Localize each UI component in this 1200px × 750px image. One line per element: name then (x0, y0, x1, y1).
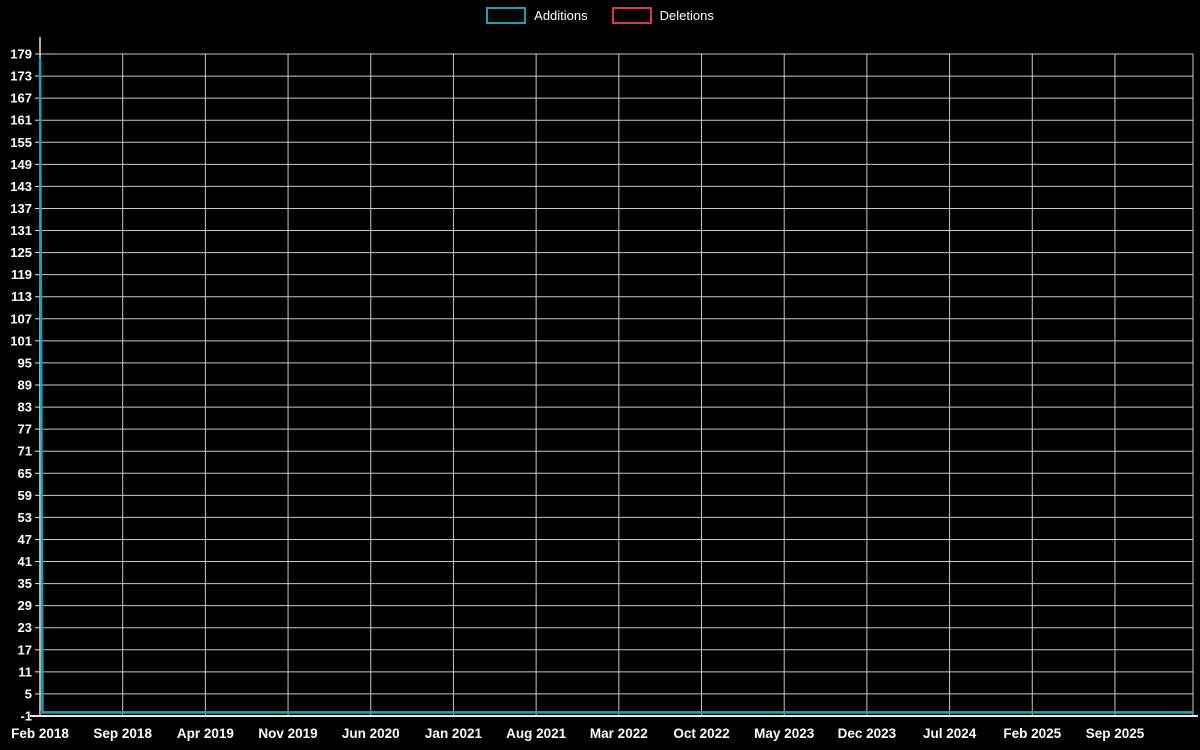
y-tick-label: 161 (10, 113, 32, 128)
y-tick-label: 23 (18, 620, 32, 635)
y-tick-label: 65 (18, 466, 32, 481)
legend-item-deletions[interactable]: Deletions (611, 7, 714, 24)
y-tick-label: 35 (18, 576, 32, 591)
y-tick-label: 11 (18, 664, 32, 679)
y-tick-label: 41 (18, 554, 32, 569)
x-tick-label: Feb 2025 (1003, 726, 1061, 741)
legend-label-additions: Additions (534, 8, 588, 23)
y-tick-label: 83 (18, 400, 32, 415)
y-tick-label: 77 (18, 422, 32, 437)
x-tick-label: Sep 2025 (1086, 726, 1145, 741)
x-tick-label: Jul 2024 (923, 726, 977, 741)
x-tick-label: May 2023 (754, 726, 815, 741)
y-tick-label: 95 (18, 355, 32, 370)
y-tick-label: 107 (10, 311, 32, 326)
x-tick-label: Sep 2018 (93, 726, 152, 741)
legend-label-deletions: Deletions (659, 8, 714, 23)
y-tick-label: 179 (10, 47, 32, 62)
chart-legend: Additions Deletions (0, 7, 1200, 24)
y-tick-label: 167 (10, 91, 32, 106)
y-tick-label: 59 (18, 488, 32, 503)
y-tick-label: 125 (10, 245, 32, 260)
y-tick-label: 149 (10, 157, 32, 172)
x-tick-label: Mar 2022 (590, 726, 648, 741)
y-tick-label: 17 (18, 642, 32, 657)
y-tick-label: 5 (25, 686, 32, 701)
x-tick-label: Oct 2022 (673, 726, 729, 741)
x-tick-label: Jan 2021 (425, 726, 483, 741)
y-tick-label: -1 (20, 709, 32, 724)
x-tick-label: Apr 2019 (177, 726, 234, 741)
x-tick-label: Jun 2020 (342, 726, 400, 741)
x-tick-label: Dec 2023 (838, 726, 897, 741)
x-tick-label: Feb 2018 (11, 726, 69, 741)
additions-swatch-icon (486, 7, 527, 24)
y-tick-label: 101 (10, 333, 32, 348)
y-tick-label: 89 (18, 378, 32, 393)
y-tick-label: 47 (18, 532, 32, 547)
y-tick-label: 173 (10, 69, 32, 84)
y-tick-label: 137 (10, 201, 32, 216)
y-tick-label: 29 (18, 598, 32, 613)
x-tick-label: Aug 2021 (506, 726, 567, 741)
x-tick-label: Nov 2019 (258, 726, 317, 741)
y-tick-label: 119 (11, 267, 32, 282)
y-tick-label: 113 (11, 289, 32, 304)
y-tick-label: 53 (18, 510, 32, 525)
series-additions (38, 57, 1193, 714)
legend-item-additions[interactable]: Additions (486, 7, 588, 24)
y-tick-label: 155 (10, 135, 32, 150)
y-tick-label: 143 (10, 179, 32, 194)
deletions-swatch-icon (611, 7, 652, 24)
y-tick-label: 131 (10, 223, 32, 238)
y-tick-label: 71 (18, 444, 32, 459)
